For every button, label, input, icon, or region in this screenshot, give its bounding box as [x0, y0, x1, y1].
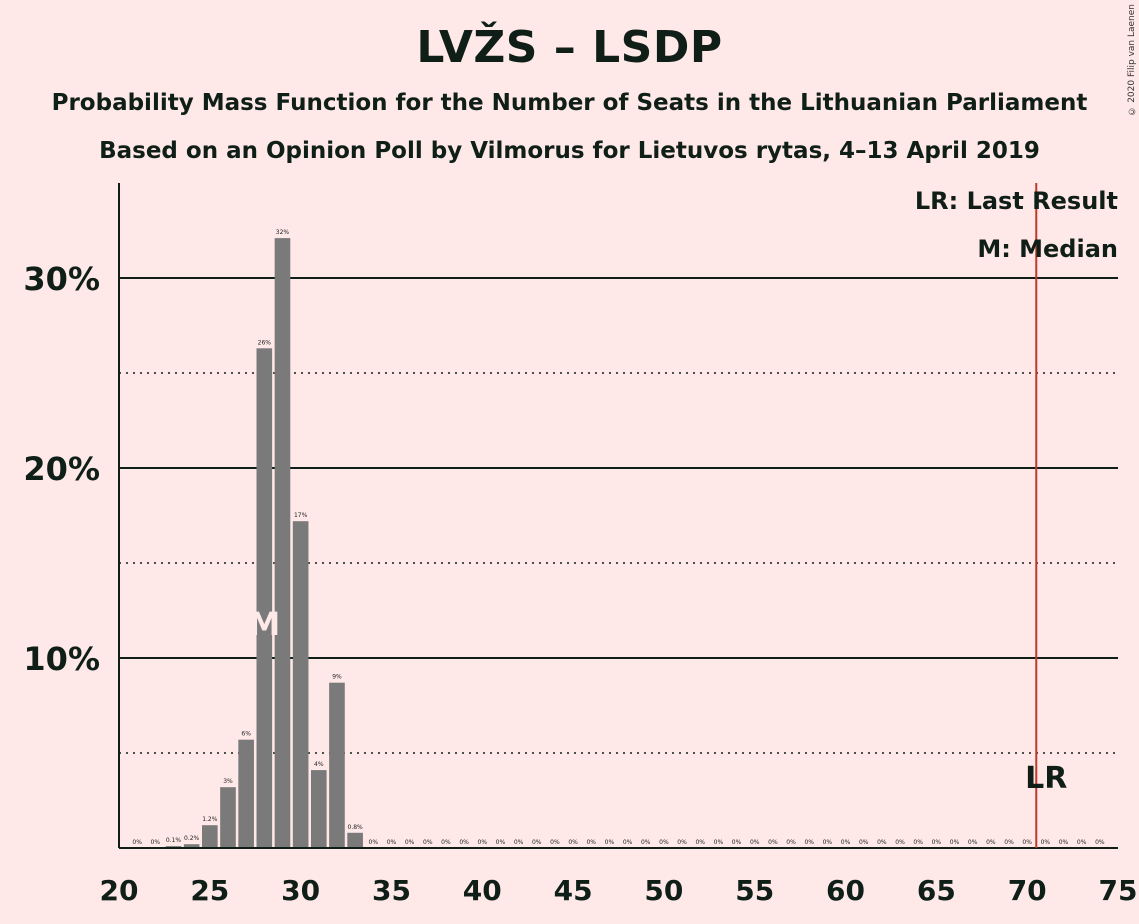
median-marker: M: [248, 605, 280, 643]
bar-value-label: 0%: [913, 839, 923, 846]
y-tick-labels: 10% 20% 30%: [23, 260, 100, 678]
bar-value-label: 0%: [1059, 839, 1069, 846]
bar-value-label: 0%: [514, 839, 524, 846]
bar: [202, 825, 218, 848]
bar-value-label: 0%: [841, 839, 851, 846]
x-tick-label: 25: [190, 874, 229, 907]
bar-value-label: 0%: [1077, 839, 1087, 846]
bar-value-label: 0%: [659, 839, 669, 846]
legend: LR: Last Result M: Median: [915, 187, 1118, 263]
legend-last-result: LR: Last Result: [915, 187, 1118, 215]
x-tick-label: 45: [554, 874, 593, 907]
bar-value-label: 0%: [132, 839, 142, 846]
bar-value-label: 0%: [459, 839, 469, 846]
bar-value-label: 0%: [932, 839, 942, 846]
x-tick-label: 70: [1008, 874, 1047, 907]
x-tick-label: 50: [644, 874, 683, 907]
y-tick-label: 20%: [23, 450, 100, 488]
chart-subtitle-poll: Based on an Opinion Poll by Vilmorus for…: [99, 138, 1040, 164]
bar: [256, 348, 273, 848]
bar-value-label: 9%: [332, 674, 342, 681]
x-tick-label: 30: [281, 874, 320, 907]
bar-value-label: 0%: [695, 839, 705, 846]
value-labels: 0% 0% 0.1% 0.2% 1.2% 3% 6% 26% 32% 17% 4% 9% 0.8% 0% 0…: [132, 229, 1104, 846]
bar-value-label: 0%: [641, 839, 651, 846]
bar-value-label: 0%: [1004, 839, 1014, 846]
bar: [238, 739, 254, 848]
bar-value-label: 0%: [859, 839, 869, 846]
bar-value-label: 0%: [950, 839, 960, 846]
bar-value-label: 0%: [768, 839, 778, 846]
x-tick-label: 75: [1099, 874, 1138, 907]
bar-value-label: 0%: [532, 839, 542, 846]
legend-median: M: Median: [977, 235, 1118, 263]
bar-value-label: 0%: [423, 839, 433, 846]
bar-value-label: 0%: [550, 839, 560, 846]
bar-value-label: 1.2%: [202, 816, 218, 823]
bar-value-label: 0%: [151, 839, 161, 846]
bar-value-label: 0.8%: [348, 824, 364, 831]
x-tick-labels: 20 25 30 35 40 45 50 55 60 65 70 75: [100, 874, 1138, 907]
bar-value-label: 0%: [586, 839, 596, 846]
bar-value-label: 4%: [314, 761, 324, 768]
bar-value-label: 0%: [478, 839, 488, 846]
x-tick-label: 20: [100, 874, 139, 907]
y-tick-label: 10%: [23, 640, 100, 678]
bar-value-label: 32%: [276, 229, 290, 236]
bar-value-label: 0%: [623, 839, 633, 846]
y-tick-label: 30%: [23, 260, 100, 298]
bar-value-label: 0%: [1022, 839, 1032, 846]
bar: [183, 844, 200, 848]
bar-value-label: 6%: [241, 731, 251, 738]
bar-value-label: 0%: [405, 839, 415, 846]
bar: [310, 770, 327, 848]
bar-value-label: 17%: [294, 512, 308, 519]
bar-value-label: 0%: [1095, 839, 1105, 846]
bar-value-label: 0%: [1041, 839, 1051, 846]
x-tick-label: 60: [826, 874, 865, 907]
bar-value-label: 0%: [496, 839, 506, 846]
bar-value-label: 3%: [223, 778, 233, 785]
chart-subtitle: Probability Mass Function for the Number…: [51, 90, 1088, 116]
bar-value-label: 0%: [750, 839, 760, 846]
bars: [165, 238, 363, 849]
bar-value-label: 0%: [823, 839, 833, 846]
x-tick-label: 35: [372, 874, 411, 907]
bar-value-label: 0%: [387, 839, 397, 846]
x-tick-label: 40: [463, 874, 502, 907]
bar: [274, 238, 291, 849]
bar-value-label: 0%: [895, 839, 905, 846]
chart-title: LVŽS – LSDP: [416, 22, 723, 73]
bar: [292, 521, 309, 848]
bar-value-label: 0%: [877, 839, 887, 846]
bar-value-label: 0%: [441, 839, 451, 846]
bar: [347, 832, 363, 848]
bar-value-label: 0%: [968, 839, 978, 846]
bar-value-label: 0%: [568, 839, 578, 846]
x-tick-label: 55: [735, 874, 774, 907]
bar-value-label: 0%: [605, 839, 615, 846]
bar-value-label: 0.2%: [184, 835, 200, 842]
bar-value-label: 26%: [258, 339, 272, 346]
bar-value-label: 0%: [369, 839, 379, 846]
bar-value-label: 0%: [677, 839, 687, 846]
bar-value-label: 0%: [732, 839, 742, 846]
bar: [329, 682, 345, 848]
bar-value-label: 0%: [786, 839, 796, 846]
x-tick-label: 65: [917, 874, 956, 907]
bar-value-label: 0.1%: [166, 837, 182, 844]
bar-value-label: 0%: [804, 839, 814, 846]
bar-value-label: 0%: [986, 839, 996, 846]
last-result-label: LR: [1025, 761, 1067, 796]
bar: [220, 787, 236, 848]
bar-value-label: 0%: [714, 839, 724, 846]
